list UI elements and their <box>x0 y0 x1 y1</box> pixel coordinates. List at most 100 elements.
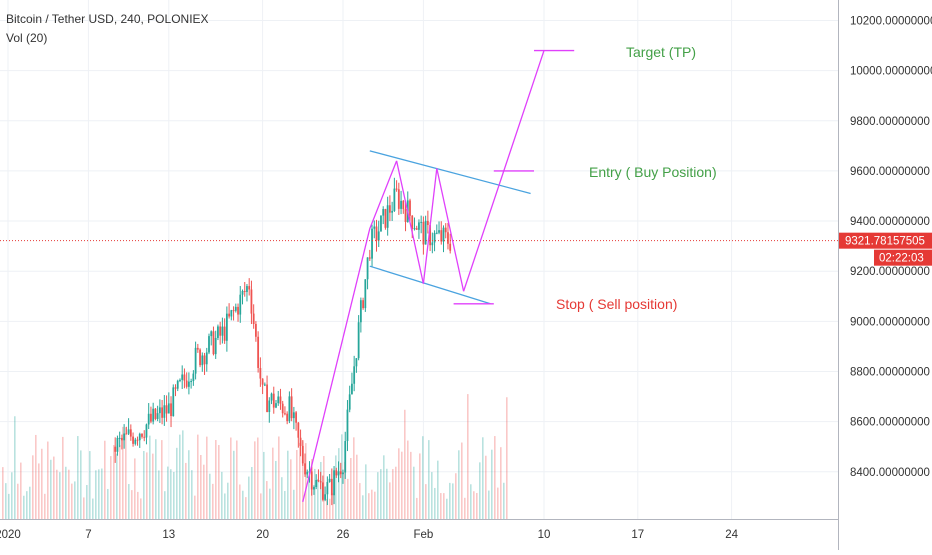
volume-bar <box>368 493 370 519</box>
candle-body <box>418 222 420 230</box>
candle-body <box>185 380 188 387</box>
candle-body <box>176 380 179 389</box>
volume-bar <box>158 470 160 519</box>
candle-body <box>330 478 333 496</box>
candle-body <box>380 215 382 232</box>
candle-body <box>386 205 389 228</box>
drawings[interactable] <box>302 49 575 502</box>
candle-body <box>116 437 119 452</box>
volume-bar <box>173 471 175 519</box>
volume-bar <box>329 498 331 519</box>
volume-bar <box>83 497 85 519</box>
volume-bar <box>422 436 424 519</box>
volume-bar <box>167 466 169 519</box>
candle-body <box>217 326 219 338</box>
candle-body <box>141 433 143 437</box>
volume-bar <box>485 455 487 519</box>
candle-body <box>319 481 322 483</box>
volume-bar <box>260 493 262 519</box>
candle-body <box>393 188 396 211</box>
candle-body <box>351 383 353 395</box>
candle-body <box>210 331 213 337</box>
candle-body <box>132 436 134 444</box>
time-tick-label: 17 <box>631 529 644 541</box>
volume-bar <box>77 436 79 519</box>
candle-body <box>125 433 128 435</box>
volume-bar <box>107 488 109 519</box>
volume-bar <box>29 486 31 519</box>
volume-bar <box>446 498 448 519</box>
volume-bar <box>479 462 481 519</box>
candle-body <box>257 336 260 368</box>
candle-body <box>172 387 175 417</box>
candle-body <box>297 422 300 438</box>
price-axis[interactable]: 8400.00000000 8600.00000000 8800.00000000 9… <box>839 16 932 479</box>
volume-bar <box>200 455 202 519</box>
volume-bars <box>2 394 508 519</box>
candle-body <box>337 471 340 476</box>
candle-body <box>420 221 423 223</box>
candle-body <box>364 279 367 309</box>
candle-body <box>250 289 253 314</box>
volume-bar <box>371 489 373 519</box>
volume-bar <box>2 467 4 519</box>
pattern-path-line <box>302 228 371 502</box>
candle-body <box>194 347 197 374</box>
volume-bar <box>188 450 190 519</box>
price-tick-label: 9600.00000000 <box>850 166 930 178</box>
volume-bar <box>209 473 211 519</box>
volume-bar <box>101 468 103 519</box>
volume-bar <box>179 434 181 519</box>
volume-bar <box>506 397 508 519</box>
volume-bar <box>50 459 52 519</box>
volume-bar <box>497 487 499 519</box>
candle-body <box>183 374 186 381</box>
candle-body <box>118 437 121 439</box>
candle-body <box>199 349 201 366</box>
volume-bar <box>143 450 145 519</box>
volume-bar <box>152 453 154 519</box>
candle-body <box>310 471 313 490</box>
candle-body <box>447 232 449 244</box>
candle-body <box>284 413 286 415</box>
volume-bar <box>239 484 241 519</box>
volume-bar <box>122 426 124 519</box>
candle-body <box>212 331 215 355</box>
volume-bar <box>431 472 433 519</box>
candle-body <box>255 323 257 337</box>
volume-bar <box>8 493 10 519</box>
volume-bar <box>425 484 427 519</box>
pattern-path-line <box>395 160 425 284</box>
volume-bar <box>215 440 217 519</box>
volume-bar <box>416 497 418 519</box>
volume-bar <box>251 467 253 519</box>
candle-body <box>228 313 230 317</box>
candle-body <box>205 352 208 365</box>
time-axis[interactable]: 2020 7 13 20 26 Feb 10 17 24 <box>0 529 739 541</box>
volume-bar <box>401 451 403 519</box>
candle-body <box>339 471 342 475</box>
candle-body <box>266 384 268 413</box>
volume-bar <box>407 440 409 519</box>
volume-bar <box>488 490 490 519</box>
candle-body <box>444 227 447 233</box>
volume-bar <box>503 482 505 519</box>
candle-body <box>121 437 123 441</box>
volume-bar <box>464 497 466 519</box>
time-tick-label: 20 <box>256 529 269 541</box>
volume-bar <box>419 453 421 519</box>
volume-bar <box>332 493 334 519</box>
volume-bar <box>437 460 439 519</box>
volume-bar <box>449 482 451 519</box>
candle-body <box>292 412 295 419</box>
candle-body <box>147 413 150 425</box>
candle-body <box>263 384 266 386</box>
target-label: Target (TP) <box>626 44 696 60</box>
candle-body <box>277 396 280 404</box>
volume-bar <box>137 491 139 519</box>
candle-body <box>342 472 344 475</box>
volume-bar <box>356 454 358 519</box>
candle-body <box>154 408 157 419</box>
candle-body <box>167 403 170 414</box>
